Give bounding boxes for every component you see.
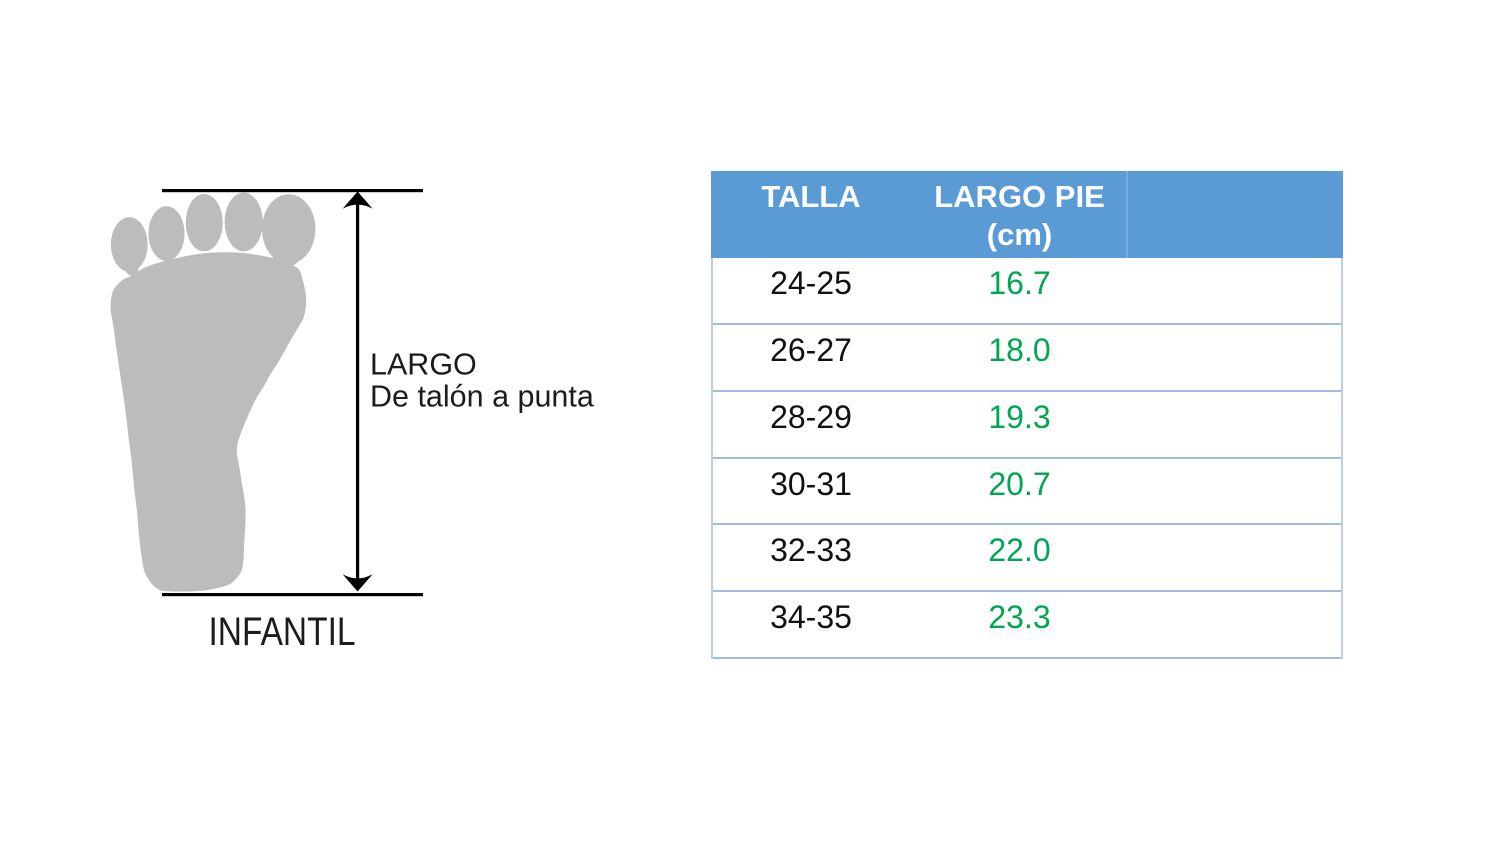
svg-text:LARGO: LARGO <box>370 348 477 382</box>
svg-text:De talón a punta: De talón a punta <box>370 380 594 414</box>
svg-text:INFANTIL: INFANTIL <box>209 610 356 654</box>
